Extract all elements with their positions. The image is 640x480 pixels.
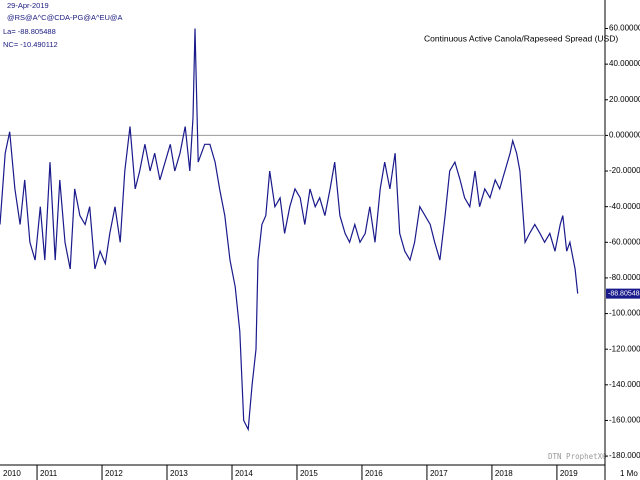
y-tick-label: -40.000000 [609,202,640,211]
x-tick-label: 2017 [430,469,448,478]
y-tick-label: 40.000000 [609,59,640,68]
y-tick-label: -60.000000 [609,237,640,246]
x-tick-label: 2015 [300,469,318,478]
header-net-change: NC= -10.490112 [3,40,58,49]
y-tick-label: -160.000000 [609,416,640,425]
last-value-box [606,288,640,299]
x-tick-label: 2011 [40,469,58,478]
x-tick-label: 2013 [170,469,188,478]
header-date: 29-Apr-2019 [7,1,49,10]
y-tick-label: -140.000000 [609,380,640,389]
x-tick-label: 2010 [3,469,21,478]
header-last: La= -88.805488 [3,27,56,36]
x-tick-label: 2012 [105,469,123,478]
y-tick-label: 20.000000 [609,95,640,104]
x-tick-label: 2018 [495,469,513,478]
line-series [0,28,579,432]
watermark: DTN ProphetX® [548,452,607,461]
x-tick-label: 2014 [235,469,253,478]
y-tick-label: -120.000000 [609,344,640,353]
x-tick-label: 2019 [560,469,578,478]
x-tick-label: 2016 [365,469,383,478]
last-value-label: -88.805488 [608,290,640,297]
y-tick-label: -20.000000 [609,166,640,175]
y-tick-label: 60.000000 [609,24,640,33]
y-tick-label: -100.000000 [609,309,640,318]
y-tick-label: -180.000000 [609,451,640,460]
chart-title: Continuous Active Canola/Rapeseed Spread… [424,33,618,43]
y-tick-label: 0.000000 [609,131,640,140]
period-label: 1 Mo [620,469,638,478]
y-tick-label: -80.000000 [609,273,640,282]
header-symbol: @RS@A^C@CDA-PG@A^EU@A [7,13,123,22]
